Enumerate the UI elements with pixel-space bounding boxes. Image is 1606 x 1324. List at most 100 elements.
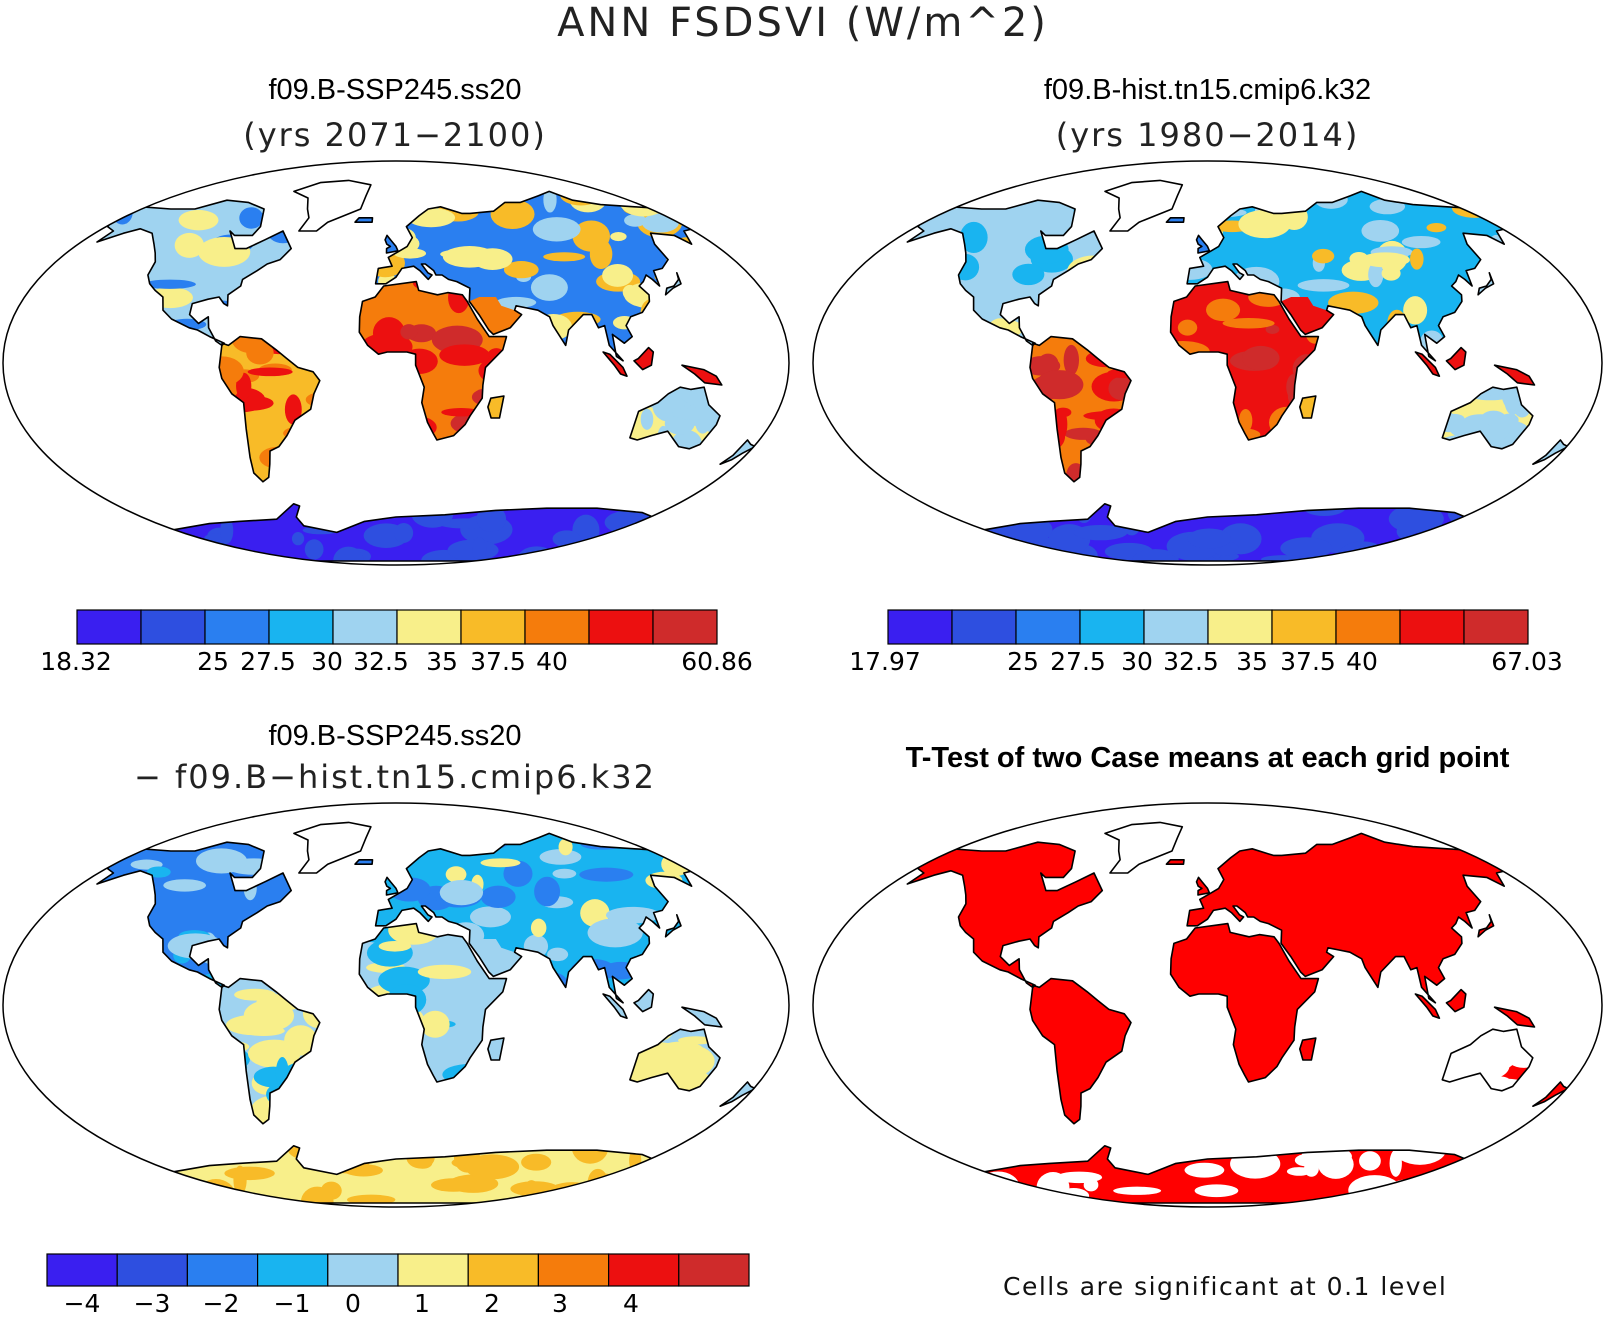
panel-title-case2: f09.B-hist.tn15.cmip6.k32 [1043, 74, 1372, 106]
field-patch [440, 249, 472, 259]
field-patch [163, 879, 207, 892]
field-patch [580, 549, 600, 561]
landmass-southAmerica [1030, 978, 1131, 1124]
field-patch [1064, 427, 1102, 440]
coastline-sumatra [602, 993, 628, 1019]
field-patch [1426, 222, 1447, 233]
colorbar-tick-label: 37.5 [470, 647, 526, 676]
field-patch [480, 858, 521, 868]
field-patch [593, 546, 634, 558]
field-patch [1338, 541, 1387, 561]
map-ttest [812, 802, 1603, 1208]
field-patch [119, 1160, 141, 1176]
colorbar-diff: −4 −3 −2 −1 0 1 2 3 4 [46, 1253, 750, 1318]
colorbar-tick-label: 67.03 [1491, 647, 1563, 676]
field-patch [503, 860, 533, 887]
coastline-newGuinea [681, 1006, 723, 1028]
field-patch [233, 1165, 247, 1195]
field-patch [111, 200, 133, 225]
field-patch [179, 545, 194, 561]
field-patch [602, 263, 634, 287]
field-patch [143, 279, 196, 289]
field-patch [1030, 356, 1061, 376]
colorbar-tick-label: 35 [1236, 647, 1268, 676]
colorbar-swatch [678, 1253, 750, 1287]
colorbar-swatch [332, 609, 398, 645]
field-patch [1471, 192, 1511, 218]
field-patch [947, 527, 969, 551]
coastline-southAmerica [218, 335, 321, 483]
colorbar-tick-label: 40 [1346, 647, 1378, 676]
colorbar-swatch [588, 609, 654, 645]
field-patch [1017, 545, 1065, 561]
coastline-newGuinea [1493, 364, 1536, 386]
field-patch [472, 248, 513, 270]
coastline-japan [1477, 914, 1495, 938]
colorbar-tick-label: −4 [64, 1289, 101, 1318]
field-patch [539, 849, 582, 865]
landmass-greenland [293, 822, 371, 873]
coastline-greatBritain [1195, 234, 1211, 254]
coastline-greenland [1104, 821, 1184, 874]
field-patch [247, 367, 293, 377]
coastline-africa [1169, 922, 1320, 1083]
figure-title: ANN FSDSVI (W/m^2) [557, 0, 1049, 46]
field-patch [393, 248, 427, 259]
field-patch [1265, 324, 1280, 334]
landmass-arabiaGap [1281, 297, 1334, 335]
colorbar-tick-label: 0 [345, 1289, 361, 1318]
field-patch [378, 941, 412, 952]
coastline-greenland [293, 179, 372, 232]
field-patch [1194, 1184, 1239, 1198]
field-patch [932, 523, 979, 551]
coastline-madagascar [487, 395, 505, 419]
landmass-iceland [355, 859, 373, 865]
colorbar-swatch [537, 1253, 610, 1287]
field-patch [1501, 387, 1525, 411]
landmass-japan [1478, 272, 1494, 295]
field-patch [146, 866, 171, 878]
landmass-northAmerica [907, 842, 1103, 988]
colorbar-swatch [76, 609, 142, 645]
colorbar-swatch [607, 1253, 680, 1287]
coastline-borneo [633, 346, 655, 371]
colorbar-tick-label: 60.86 [681, 647, 753, 676]
field-patch [472, 537, 487, 561]
landmass-newGuinea [682, 1007, 722, 1027]
coastline-africa [1169, 280, 1320, 441]
coastline-australia [629, 1028, 721, 1092]
colorbar-swatch [467, 1253, 540, 1287]
landmass-japan [665, 914, 681, 937]
coastline-newZealand [1532, 439, 1569, 465]
field-patch [1360, 252, 1410, 268]
landmass-africa [1170, 923, 1319, 1082]
coastline-iceland [1165, 859, 1185, 865]
field-patch [518, 546, 556, 561]
landmass-greatBritain [385, 877, 398, 895]
field-patch [1401, 235, 1441, 249]
field-patch [284, 1025, 318, 1056]
coastline-newGuinea [681, 364, 723, 386]
landmass-japan [665, 272, 681, 295]
field-patch [388, 923, 440, 945]
field-patch [439, 344, 490, 366]
coastline-newGuinea [1493, 1006, 1536, 1028]
colorbar-tick-label: 27.5 [1050, 647, 1106, 676]
field-patch [284, 394, 302, 425]
significance-note: Cells are significant at 0.1 level [1003, 1272, 1448, 1301]
landmass-arabiaGap [1281, 939, 1334, 977]
coastline-greatBritain [384, 876, 399, 896]
coastline-newZealand [1532, 1081, 1569, 1107]
field-patch [1184, 1162, 1225, 1178]
panel-subtitle-diff: − f09.B−hist.tn15.cmip6.k32 [134, 758, 656, 796]
coastline-northAmerica [96, 199, 292, 347]
field-patch [219, 356, 244, 386]
field-patch [439, 880, 484, 906]
colorbar-tick-label: 18.32 [40, 647, 112, 676]
field-patch [1036, 1172, 1070, 1203]
coastline-greatBritain [1195, 876, 1211, 896]
coastline-sumatra [1414, 351, 1441, 377]
landmass-arabiaGap [469, 939, 522, 977]
field-patch [610, 231, 627, 242]
map-border [812, 160, 1603, 566]
